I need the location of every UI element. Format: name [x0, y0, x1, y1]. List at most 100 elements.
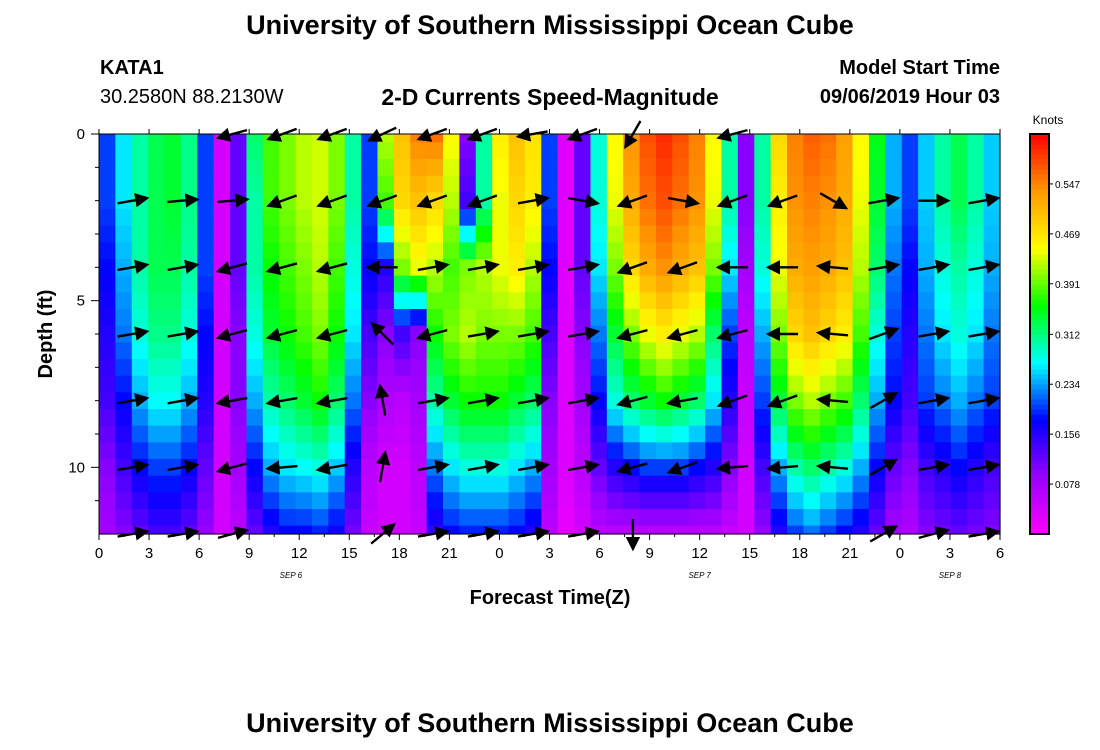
heatmap-cell	[852, 225, 870, 243]
heatmap-cell	[868, 342, 886, 360]
heatmap-cell	[557, 242, 575, 260]
heatmap-cell	[918, 342, 936, 360]
heatmap-cell	[541, 275, 559, 293]
heatmap-cell	[590, 425, 608, 443]
heatmap-cell	[230, 292, 248, 310]
heatmap-cell	[574, 275, 592, 293]
heatmap-cell	[393, 375, 411, 393]
heatmap-cell	[328, 509, 346, 527]
heatmap-cell	[836, 309, 854, 327]
heatmap-cell	[688, 175, 706, 193]
heatmap-cell	[131, 142, 149, 160]
heatmap-cell	[655, 392, 673, 410]
heatmap-cell	[197, 509, 215, 527]
heatmap-cell	[279, 242, 297, 260]
heatmap-cell	[213, 425, 231, 443]
heatmap-cell	[950, 425, 968, 443]
heatmap-cell	[475, 442, 493, 460]
colorbar-segment	[1030, 369, 1049, 375]
heatmap-cell	[541, 475, 559, 493]
heatmap-cell	[262, 425, 280, 443]
x-axis: 0 3 6 9 12 15 18 21 0 3 6 9 12 15 18 21 0 3 6 SEP 6 SEP 7 SEP…	[95, 129, 1004, 580]
heatmap-cell	[148, 392, 166, 410]
heatmap-cell	[623, 292, 641, 310]
heatmap-cell	[131, 375, 149, 393]
heatmap-cell	[164, 159, 182, 177]
date-label: SEP 7	[688, 571, 711, 580]
heatmap-cell	[262, 359, 280, 377]
heatmap-cell	[197, 475, 215, 493]
heatmap-cell	[213, 275, 231, 293]
heatmap-cell	[852, 509, 870, 527]
heatmap-cell	[459, 275, 477, 293]
heatmap-cell	[230, 442, 248, 460]
heatmap-cell	[328, 525, 346, 535]
heatmap-cell	[983, 409, 1001, 427]
colorbar-segment	[1030, 214, 1049, 220]
heatmap-cell	[311, 475, 329, 493]
heatmap-cell	[311, 175, 329, 193]
colorbar-segment	[1030, 254, 1049, 260]
heatmap-cell	[934, 134, 952, 143]
heatmap-cell	[295, 342, 313, 360]
heatmap-cell	[377, 342, 395, 360]
heatmap-cell	[459, 392, 477, 410]
current-vector	[819, 192, 849, 210]
heatmap-cell	[574, 425, 592, 443]
heatmap-cell	[443, 409, 460, 427]
heatmap-cell	[885, 442, 903, 460]
heatmap-cell	[328, 309, 346, 327]
current-vector	[567, 259, 601, 274]
heatmap-cell	[672, 175, 690, 193]
heatmap-cell	[131, 409, 149, 427]
heatmap-cell	[852, 459, 870, 477]
heatmap-cell	[180, 342, 198, 360]
heatmap-cell	[623, 375, 641, 393]
heatmap-cell	[492, 392, 510, 410]
heatmap-cell	[295, 142, 313, 160]
heatmap-cell	[148, 325, 166, 343]
heatmap-cell	[164, 425, 182, 443]
colorbar-segment	[1030, 219, 1049, 225]
colorbar-segment	[1030, 319, 1049, 325]
heatmap-cell	[246, 392, 264, 410]
heatmap-cell	[983, 425, 1001, 443]
heatmap-cell	[623, 159, 641, 177]
heatmap-cell	[557, 309, 575, 327]
heatmap-cell	[344, 275, 362, 293]
heatmap-cell	[311, 159, 329, 177]
colorbar-tick-label: 0.469	[1055, 230, 1080, 241]
heatmap-cell	[426, 159, 444, 177]
heatmap-cell	[721, 159, 739, 177]
current-vector	[868, 193, 901, 208]
heatmap-cell	[246, 359, 264, 377]
heatmap-cell	[524, 242, 542, 260]
heatmap-cell	[737, 159, 755, 177]
heatmap-cell	[574, 375, 592, 393]
heatmap-cell	[393, 342, 411, 360]
current-vector	[869, 458, 899, 476]
heatmap-cell	[459, 359, 477, 377]
heatmap-cell	[328, 134, 346, 143]
heatmap-cell	[803, 409, 821, 427]
heatmap-cell	[328, 225, 346, 243]
heatmap-cell	[197, 242, 215, 260]
colorbar-segment	[1030, 229, 1049, 235]
heatmap-cell	[639, 134, 657, 143]
heatmap-cell	[754, 375, 772, 393]
heatmap-cell	[803, 392, 821, 410]
heatmap-cell	[803, 459, 821, 477]
heatmap-cell	[443, 159, 460, 177]
heatmap-cell	[770, 442, 788, 460]
heatmap-cell	[492, 209, 510, 227]
heatmap-cell	[426, 142, 444, 160]
current-vector	[968, 393, 1001, 408]
heatmap-cell	[983, 375, 1001, 393]
heatmap-cell	[918, 425, 936, 443]
heatmap-cell	[230, 392, 248, 410]
heatmap-cell	[508, 142, 526, 160]
heatmap-cell	[197, 159, 215, 177]
heatmap-cell	[344, 325, 362, 343]
current-vector	[117, 459, 150, 474]
current-vector	[217, 193, 250, 208]
